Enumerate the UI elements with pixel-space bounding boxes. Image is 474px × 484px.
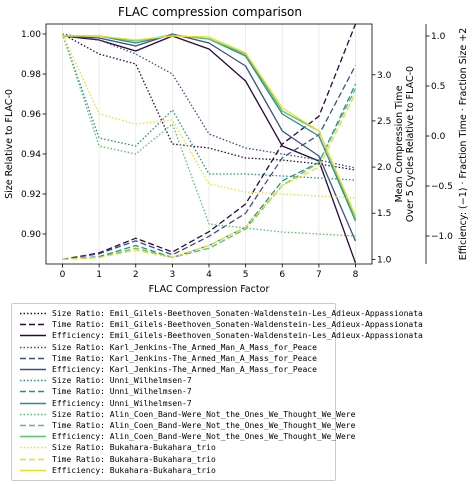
- legend-label: Time Ratio: Unni_Wilhelmsen-7: [52, 387, 192, 397]
- legend-label: Size Ratio: Emil_Gilels-Beethoven_Sonate…: [52, 309, 423, 318]
- legend-label: Size Ratio: Unni_Wilhelmsen-7: [52, 376, 192, 386]
- middle-axis-label-line2: Over 5 Cycles Relative to FLAC-0: [405, 66, 416, 222]
- chart-canvas: FLAC compression comparison 0 1 2 3 4 5 6 7 8 0.…: [4, 5, 469, 295]
- legend-label: Efficiency: Alin_Coen_Band-Were_Not_the_…: [52, 432, 356, 442]
- x-axis-label: FLAC Compression Factor: [149, 284, 270, 295]
- legend-swatch: [20, 346, 46, 348]
- legend-label: Size Ratio: Karl_Jenkins-The_Armed_Man_A…: [52, 342, 317, 352]
- series-size-ratio-3: [61, 33, 356, 237]
- legend-label: Size Ratio: Bukahara-Bukahara_trio: [52, 443, 216, 453]
- legend-swatch: [20, 424, 46, 427]
- legend-entry-size-ratio-3: Size Ratio: Alin_Coen_Band-Were_Not_the_…: [18, 409, 355, 420]
- series-efficiency-0: [62, 35, 357, 264]
- series-efficiency-4: [62, 35, 357, 217]
- series-size-ratio-0: [62, 33, 356, 171]
- legend-entry-efficiency-1: Efficiency: Karl_Jenkins-The_Armed_Man_A…: [18, 364, 317, 375]
- series-efficiency-1: [62, 33, 357, 242]
- right-axis-label: Efficiency: (−1) · Fraction Time · Fract…: [458, 28, 469, 260]
- legend-entry-efficiency-3: Efficiency: Alin_Coen_Band-Were_Not_the_…: [18, 431, 355, 442]
- legend-entry-size-ratio-2: Size Ratio: Unni_Wilhelmsen-7: [18, 375, 192, 386]
- legend-swatch: [20, 447, 46, 449]
- legend-swatch: [20, 357, 46, 359]
- left-tick-label-5: 1.00: [21, 30, 41, 40]
- legend-label: Efficiency: Emil_Gilels-Beethoven_Sonate…: [52, 331, 423, 341]
- chart-title: FLAC compression comparison: [118, 5, 302, 19]
- legend-entry-size-ratio-1: Size Ratio: Karl_Jenkins-The_Armed_Man_A…: [18, 342, 317, 353]
- legend-entry-time-ratio-1: Time Ratio: Karl_Jenkins-The_Armed_Man_A…: [18, 353, 317, 364]
- x-tick-label-4: 4: [206, 270, 212, 280]
- mid-tick-label-2: 2.0: [377, 163, 392, 173]
- legend-swatch: [20, 469, 46, 471]
- legend-swatch: [20, 368, 46, 371]
- right-tick-label-4: 1.0: [431, 32, 446, 42]
- legend-swatch: [20, 335, 46, 337]
- left-tick-label-4: 0.98: [21, 70, 41, 80]
- legend-swatch: [20, 312, 46, 315]
- series-time-ratio-0: [62, 23, 357, 261]
- legend-entry-size-ratio-4: Size Ratio: Bukahara-Bukahara_trio: [18, 442, 216, 453]
- series-lines: [61, 23, 357, 264]
- series-size-ratio-1: [62, 33, 356, 169]
- legend-label: Efficiency: Unni_Wilhelmsen-7: [52, 398, 192, 408]
- left-tick-label-1: 0.92: [21, 190, 41, 200]
- mid-tick-label-0: 1.0: [377, 255, 392, 265]
- chart-legend: Size Ratio: Emil_Gilels-Beethoven_Sonate…: [11, 303, 423, 481]
- right-y-axis: −1.0 −0.5 0.0 0.5 1.0: [426, 32, 453, 242]
- legend-swatch: [20, 458, 46, 460]
- legend-entry-time-ratio-4: Time Ratio: Bukahara-Bukahara_trio: [18, 454, 216, 465]
- legend-entry-time-ratio-3: Time Ratio: Alin_Coen_Band-Were_Not_the_…: [18, 420, 355, 431]
- legend-label: Time Ratio: Karl_Jenkins-The_Armed_Man_A…: [52, 353, 317, 363]
- legend-swatch: [20, 379, 46, 382]
- x-tick-label-3: 3: [170, 270, 176, 280]
- legend-swatch: [20, 402, 46, 404]
- left-y-axis: 0.90 0.92 0.94 0.96 0.98 1.00: [21, 30, 46, 240]
- x-tick-label-1: 1: [96, 270, 102, 280]
- legend-swatch: [20, 323, 46, 326]
- x-tick-label-0: 0: [60, 270, 66, 280]
- legend-label: Time Ratio: Emil_Gilels-Beethoven_Sonate…: [52, 320, 423, 330]
- series-time-ratio-2: [62, 83, 357, 261]
- right-tick-label-2: 0.0: [431, 132, 446, 142]
- x-axis: 0 1 2 3 4 5 6 7 8: [60, 264, 359, 280]
- legend-label: Efficiency: Karl_Jenkins-The_Armed_Man_A…: [52, 365, 317, 374]
- x-tick-label-6: 6: [279, 270, 285, 280]
- legend-entry-efficiency-0: Efficiency: Emil_Gilels-Beethoven_Sonate…: [18, 330, 423, 341]
- legend-entry-size-ratio-0: Size Ratio: Emil_Gilels-Beethoven_Sonate…: [18, 308, 423, 319]
- legend-swatch: [20, 413, 46, 415]
- mid-tick-label-4: 3.0: [377, 71, 392, 81]
- legend-entry-time-ratio-2: Time Ratio: Unni_Wilhelmsen-7: [18, 386, 192, 397]
- legend-entry-efficiency-2: Efficiency: Unni_Wilhelmsen-7: [18, 398, 192, 409]
- left-axis-label: Size Relative to FLAC-0: [4, 89, 15, 199]
- mid-tick-label-3: 2.5: [377, 117, 391, 127]
- left-tick-label-2: 0.94: [21, 150, 41, 160]
- legend-label: Size Ratio: Alin_Coen_Band-Were_Not_the_…: [52, 409, 356, 419]
- x-tick-label-5: 5: [243, 270, 249, 280]
- legend-label: Time Ratio: Alin_Coen_Band-Were_Not_the_…: [52, 421, 356, 430]
- right-tick-label-3: 0.5: [431, 82, 445, 92]
- left-tick-label-0: 0.90: [21, 230, 41, 240]
- x-tick-label-2: 2: [133, 270, 139, 280]
- legend-label: Time Ratio: Bukahara-Bukahara_trio: [52, 454, 216, 464]
- right-tick-label-1: −0.5: [431, 182, 453, 192]
- legend-entry-efficiency-4: Efficiency: Bukahara-Bukahara_trio: [18, 465, 216, 476]
- right-tick-label-0: −1.0: [431, 232, 453, 242]
- series-size-ratio-2: [61, 33, 356, 181]
- legend-swatch: [20, 391, 46, 393]
- x-tick-label-7: 7: [316, 270, 322, 280]
- series-time-ratio-4: [62, 92, 357, 261]
- legend-label: Efficiency: Bukahara-Bukahara_trio: [52, 465, 216, 475]
- grid-lines: [62, 24, 356, 264]
- legend-entry-time-ratio-0: Time Ratio: Emil_Gilels-Beethoven_Sonate…: [18, 319, 423, 330]
- left-tick-label-3: 0.96: [21, 110, 41, 120]
- series-time-ratio-1: [62, 65, 357, 261]
- middle-y-axis: 1.0 1.5 2.0 2.5 3.0: [372, 71, 392, 265]
- mid-tick-label-1: 1.5: [377, 209, 391, 219]
- legend-swatch: [20, 435, 46, 438]
- middle-axis-label-line1: Mean Compression Time: [394, 85, 405, 202]
- x-tick-label-8: 8: [353, 270, 359, 280]
